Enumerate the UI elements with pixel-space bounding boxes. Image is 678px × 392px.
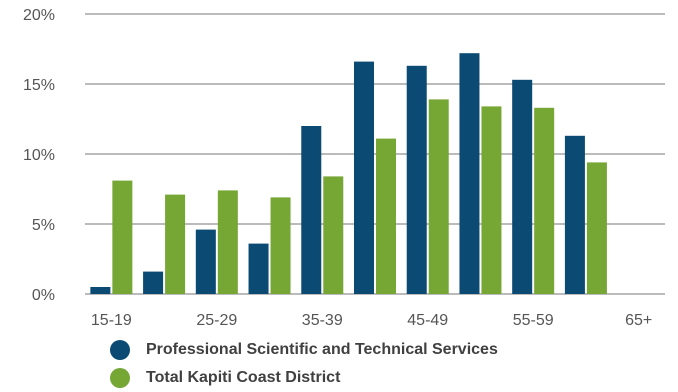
x-tick-label-45-49: 45-49	[407, 312, 448, 329]
x-tick-label-35-39: 35-39	[302, 312, 343, 329]
bar-total-kapiti-coast-district-60-64	[586, 162, 607, 294]
bar-professional-scientific-technical-services-20-24	[143, 271, 164, 294]
y-tick-label-3: 15%	[23, 77, 55, 94]
bar-professional-scientific-technical-services-60-64	[564, 135, 585, 294]
bar-professional-scientific-technical-services-55-59	[512, 79, 533, 294]
bar-chart: 0% 5% 10% 15% 20% 15-19 25-29 35-39 45-49 55-59 6…	[23, 7, 665, 329]
legend-swatch-series-2	[110, 368, 130, 388]
bar-total-kapiti-coast-district-35-39	[323, 176, 344, 294]
bar-total-kapiti-coast-district-15-19	[112, 180, 133, 294]
x-tick-label-15-19: 15-19	[91, 312, 132, 329]
legend-label-series-2: Total Kapiti Coast District	[146, 369, 341, 386]
bar-professional-scientific-technical-services-30-34	[248, 243, 269, 294]
bar-total-kapiti-coast-district-30-34	[270, 197, 291, 294]
x-axis-tick-labels: 15-19 25-29 35-39 45-49 55-59 65+	[91, 312, 652, 329]
x-tick-label-65+: 65+	[625, 312, 652, 329]
bar-professional-scientific-technical-services-40-44	[354, 61, 374, 294]
bars	[90, 53, 607, 295]
bar-total-kapiti-coast-district-45-49	[428, 99, 449, 295]
bar-professional-scientific-technical-services-45-49	[406, 65, 427, 294]
bar-total-kapiti-coast-district-55-59	[534, 107, 555, 294]
y-tick-label-2: 10%	[23, 147, 55, 164]
y-tick-label-4: 20%	[23, 7, 55, 24]
bar-total-kapiti-coast-district-25-29	[217, 190, 238, 294]
bar-professional-scientific-technical-services-15-19	[90, 287, 111, 294]
y-tick-label-1: 5%	[32, 217, 55, 234]
x-tick-label-55-59: 55-59	[513, 312, 554, 329]
legend-swatch-series-1	[110, 340, 130, 360]
legend-label-series-1: Professional Scientific and Technical Se…	[146, 341, 498, 358]
legend-item-total-kapiti-coast-district: Total Kapiti Coast District	[110, 364, 498, 392]
bar-total-kapiti-coast-district-50-54	[481, 106, 502, 295]
bar-professional-scientific-technical-services-25-29	[195, 229, 216, 294]
bar-total-kapiti-coast-district-20-24	[165, 194, 186, 294]
legend: Professional Scientific and Technical Se…	[110, 336, 498, 392]
y-axis-tick-labels: 0% 5% 10% 15% 20%	[23, 7, 55, 304]
bar-total-kapiti-coast-district-40-44	[376, 138, 396, 294]
x-tick-label-25-29: 25-29	[196, 312, 237, 329]
legend-item-professional-scientific-technical-services: Professional Scientific and Technical Se…	[110, 336, 498, 364]
y-tick-label-0: 0%	[32, 287, 55, 304]
bar-professional-scientific-technical-services-35-39	[301, 126, 322, 294]
bar-professional-scientific-technical-services-50-54	[459, 53, 480, 295]
